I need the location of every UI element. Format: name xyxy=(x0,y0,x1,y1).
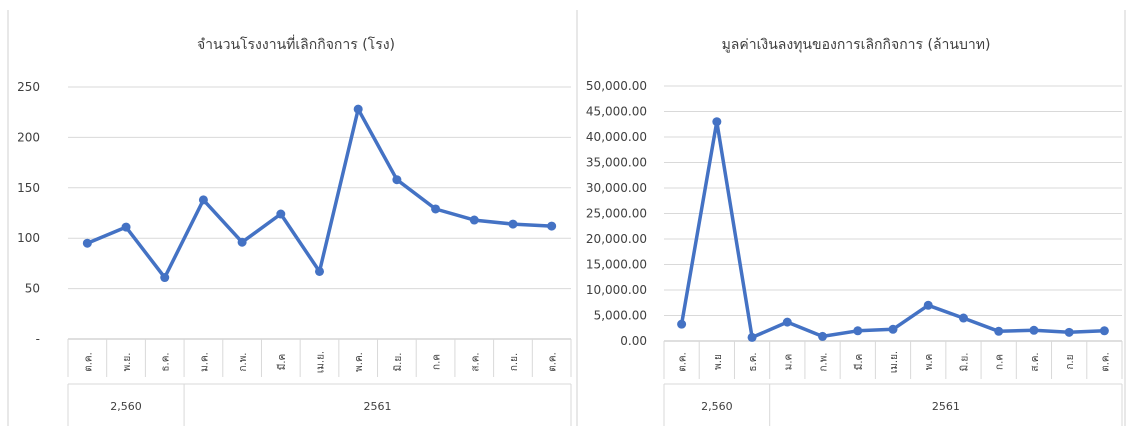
data-point xyxy=(508,219,518,229)
y-tick-label: 25,000.00 xyxy=(586,207,647,221)
data-point xyxy=(958,313,968,323)
x-tick-label: ส.ค. xyxy=(1030,352,1041,371)
investment-value-chart: มูลค่าเงินลงทุนของการเลิกกิจการ (ล้านบาท… xyxy=(586,37,1123,426)
data-point xyxy=(853,326,863,336)
y-tick-label: 35,000.00 xyxy=(586,156,647,170)
chart-title: มูลค่าเงินลงทุนของการเลิกกิจการ (ล้านบาท… xyxy=(722,37,991,53)
data-point xyxy=(469,215,479,225)
x-tick-label: เม.ย. xyxy=(889,351,900,373)
data-point xyxy=(923,300,933,310)
x-tick-label: มี.ค xyxy=(853,354,865,370)
data-point xyxy=(747,332,757,342)
data-point xyxy=(677,319,687,329)
x-tick-label: ก.ย. xyxy=(509,353,520,371)
x-tick-label: ก.พ. xyxy=(819,352,830,371)
data-point xyxy=(431,204,441,214)
closures-count-chart: จำนวนโรงงานที่เลิกกิจการ (โรง) - 50 100 150 2… xyxy=(17,35,572,426)
x-tick-label: มิ.ย. xyxy=(393,353,404,372)
y-tick-label: 200 xyxy=(17,130,40,144)
y-tick-label: 10,000.00 xyxy=(586,283,647,297)
data-point xyxy=(276,209,286,219)
data-point xyxy=(392,175,402,185)
x-tick-label: ก.ค xyxy=(995,354,1006,370)
x-tick-label: ม.ค xyxy=(783,354,794,370)
data-point xyxy=(547,221,557,231)
y-tick-label: 40,000.00 xyxy=(586,130,647,144)
data-point xyxy=(1029,325,1039,335)
data-point xyxy=(888,324,898,334)
x-tick-label: พ.ย. xyxy=(122,353,133,372)
x-tick-label: พ.ค xyxy=(924,354,935,370)
data-point xyxy=(712,117,722,127)
y-tick-label: 50 xyxy=(25,282,40,296)
year-group-label: 2,560 xyxy=(110,400,142,413)
y-tick-label: 15,000.00 xyxy=(586,258,647,272)
x-tick-label: พ.ย xyxy=(713,354,724,370)
y-tick-label: - xyxy=(36,332,40,346)
x-tick-label: มิ.ย. xyxy=(959,353,970,372)
data-point xyxy=(198,195,208,205)
x-tick-label: ม.ค. xyxy=(199,352,210,372)
data-point xyxy=(818,331,828,341)
x-tick-label: ก.ย xyxy=(1065,354,1076,369)
data-point xyxy=(994,326,1004,336)
data-point xyxy=(353,104,363,114)
series-line xyxy=(679,119,1105,340)
year-group-label: 2561 xyxy=(364,400,392,413)
y-tick-label: 30,000.00 xyxy=(586,181,647,195)
series-line xyxy=(86,107,552,280)
x-tick-label: ส.ค. xyxy=(470,352,481,371)
data-point xyxy=(237,237,247,247)
x-tick-label: พ.ค. xyxy=(354,352,365,372)
data-point xyxy=(315,266,324,276)
x-tick-label: ก.พ. xyxy=(238,352,249,371)
x-tick-label: ธ.ค. xyxy=(161,352,172,371)
y-tick-label: 150 xyxy=(17,181,40,195)
year-group-label: 2561 xyxy=(932,400,960,413)
data-point xyxy=(1064,327,1074,337)
data-point xyxy=(1099,326,1109,336)
data-point xyxy=(782,317,792,327)
data-point xyxy=(160,273,170,283)
x-tick-label: ต.ค. xyxy=(678,352,689,372)
y-tick-label: 45,000.00 xyxy=(586,105,647,119)
y-tick-label: 0.00 xyxy=(620,334,647,348)
year-group-label: 2,560 xyxy=(701,400,733,413)
x-tick-label: ธ.ค. xyxy=(748,352,759,371)
y-tick-label: 50,000.00 xyxy=(586,79,647,93)
x-tick-label: มี.ค xyxy=(276,354,288,370)
x-tick-label: ต.ค. xyxy=(83,352,94,372)
data-point xyxy=(82,238,92,248)
y-tick-label: 100 xyxy=(17,231,40,245)
x-tick-label: ต.ค. xyxy=(1100,352,1111,372)
y-tick-label: 5,000.00 xyxy=(594,309,647,323)
x-tick-label: เม.ย. xyxy=(316,351,327,373)
y-tick-label: 250 xyxy=(17,80,40,94)
chart-title: จำนวนโรงงานที่เลิกกิจการ (โรง) xyxy=(197,35,395,53)
data-point xyxy=(121,222,131,232)
y-tick-label: 20,000.00 xyxy=(586,232,647,246)
x-tick-label: ต.ค. xyxy=(548,352,559,372)
x-tick-label: ก.ค xyxy=(432,354,443,370)
